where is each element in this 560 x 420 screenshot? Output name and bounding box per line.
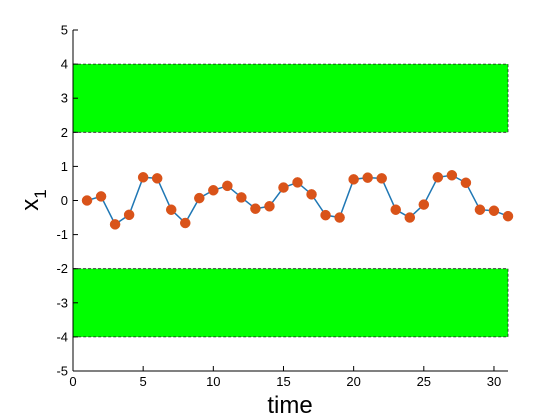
x-tick-label: 25 <box>417 374 431 389</box>
y-tick-label: -2 <box>56 261 68 276</box>
data-point <box>222 180 233 192</box>
data-point <box>320 209 331 221</box>
series-layer <box>81 170 514 230</box>
x-tick-label: 0 <box>69 374 76 389</box>
x-axis-title: time <box>267 392 312 419</box>
data-point <box>264 201 275 212</box>
data-point <box>362 172 373 183</box>
y-tick-label: -5 <box>56 364 68 379</box>
y-tick-label: -1 <box>56 227 68 242</box>
data-point <box>236 192 247 203</box>
data-point <box>348 174 359 185</box>
data-point <box>390 204 401 215</box>
data-point <box>306 189 317 200</box>
y-tick-label: 2 <box>61 125 68 140</box>
x-tick-label: 10 <box>206 374 220 389</box>
y-tick-label: -4 <box>56 329 68 344</box>
y-axis-title-main: x <box>17 199 44 211</box>
data-point <box>376 173 387 184</box>
y-axis-title: x1 <box>17 189 50 210</box>
data-point <box>278 182 289 193</box>
y-axis-title-subscript: 1 <box>31 189 50 198</box>
y-tick-label: 5 <box>61 23 68 38</box>
data-point <box>123 209 135 221</box>
x-axis: 0 5 10 15 20 25 30 <box>69 366 501 389</box>
data-point <box>95 191 107 202</box>
x-tick-label: 20 <box>346 374 360 389</box>
data-point <box>502 210 514 222</box>
band-1 <box>72 268 509 338</box>
y-tick-label: -3 <box>56 295 68 310</box>
y-tick-label: 0 <box>61 193 68 208</box>
x-tick-label: 30 <box>487 374 501 389</box>
data-point <box>334 212 345 223</box>
data-point <box>109 219 121 230</box>
data-point <box>488 205 500 216</box>
bands-layer <box>72 63 509 338</box>
x-tick-label: 15 <box>276 374 290 389</box>
data-point <box>81 195 93 206</box>
data-point <box>418 199 430 210</box>
data-point <box>292 177 303 188</box>
data-point <box>474 204 486 215</box>
data-point <box>404 212 416 223</box>
data-point <box>208 185 219 196</box>
y-tick-label: 3 <box>61 91 68 106</box>
data-point <box>460 177 472 189</box>
x-tick-label: 5 <box>140 374 147 389</box>
data-point <box>194 192 205 204</box>
data-point <box>180 217 191 229</box>
data-point <box>137 172 149 183</box>
data-point <box>151 173 163 184</box>
data-point <box>165 204 177 215</box>
y-axis: -5 -4 -3 -2 -1 0 1 2 3 4 5 <box>56 23 78 379</box>
data-point <box>250 203 261 214</box>
band-0 <box>72 63 509 133</box>
y-tick-label: 4 <box>61 57 68 72</box>
data-point <box>446 170 458 181</box>
y-tick-label: 1 <box>61 159 68 174</box>
data-point <box>432 172 444 183</box>
